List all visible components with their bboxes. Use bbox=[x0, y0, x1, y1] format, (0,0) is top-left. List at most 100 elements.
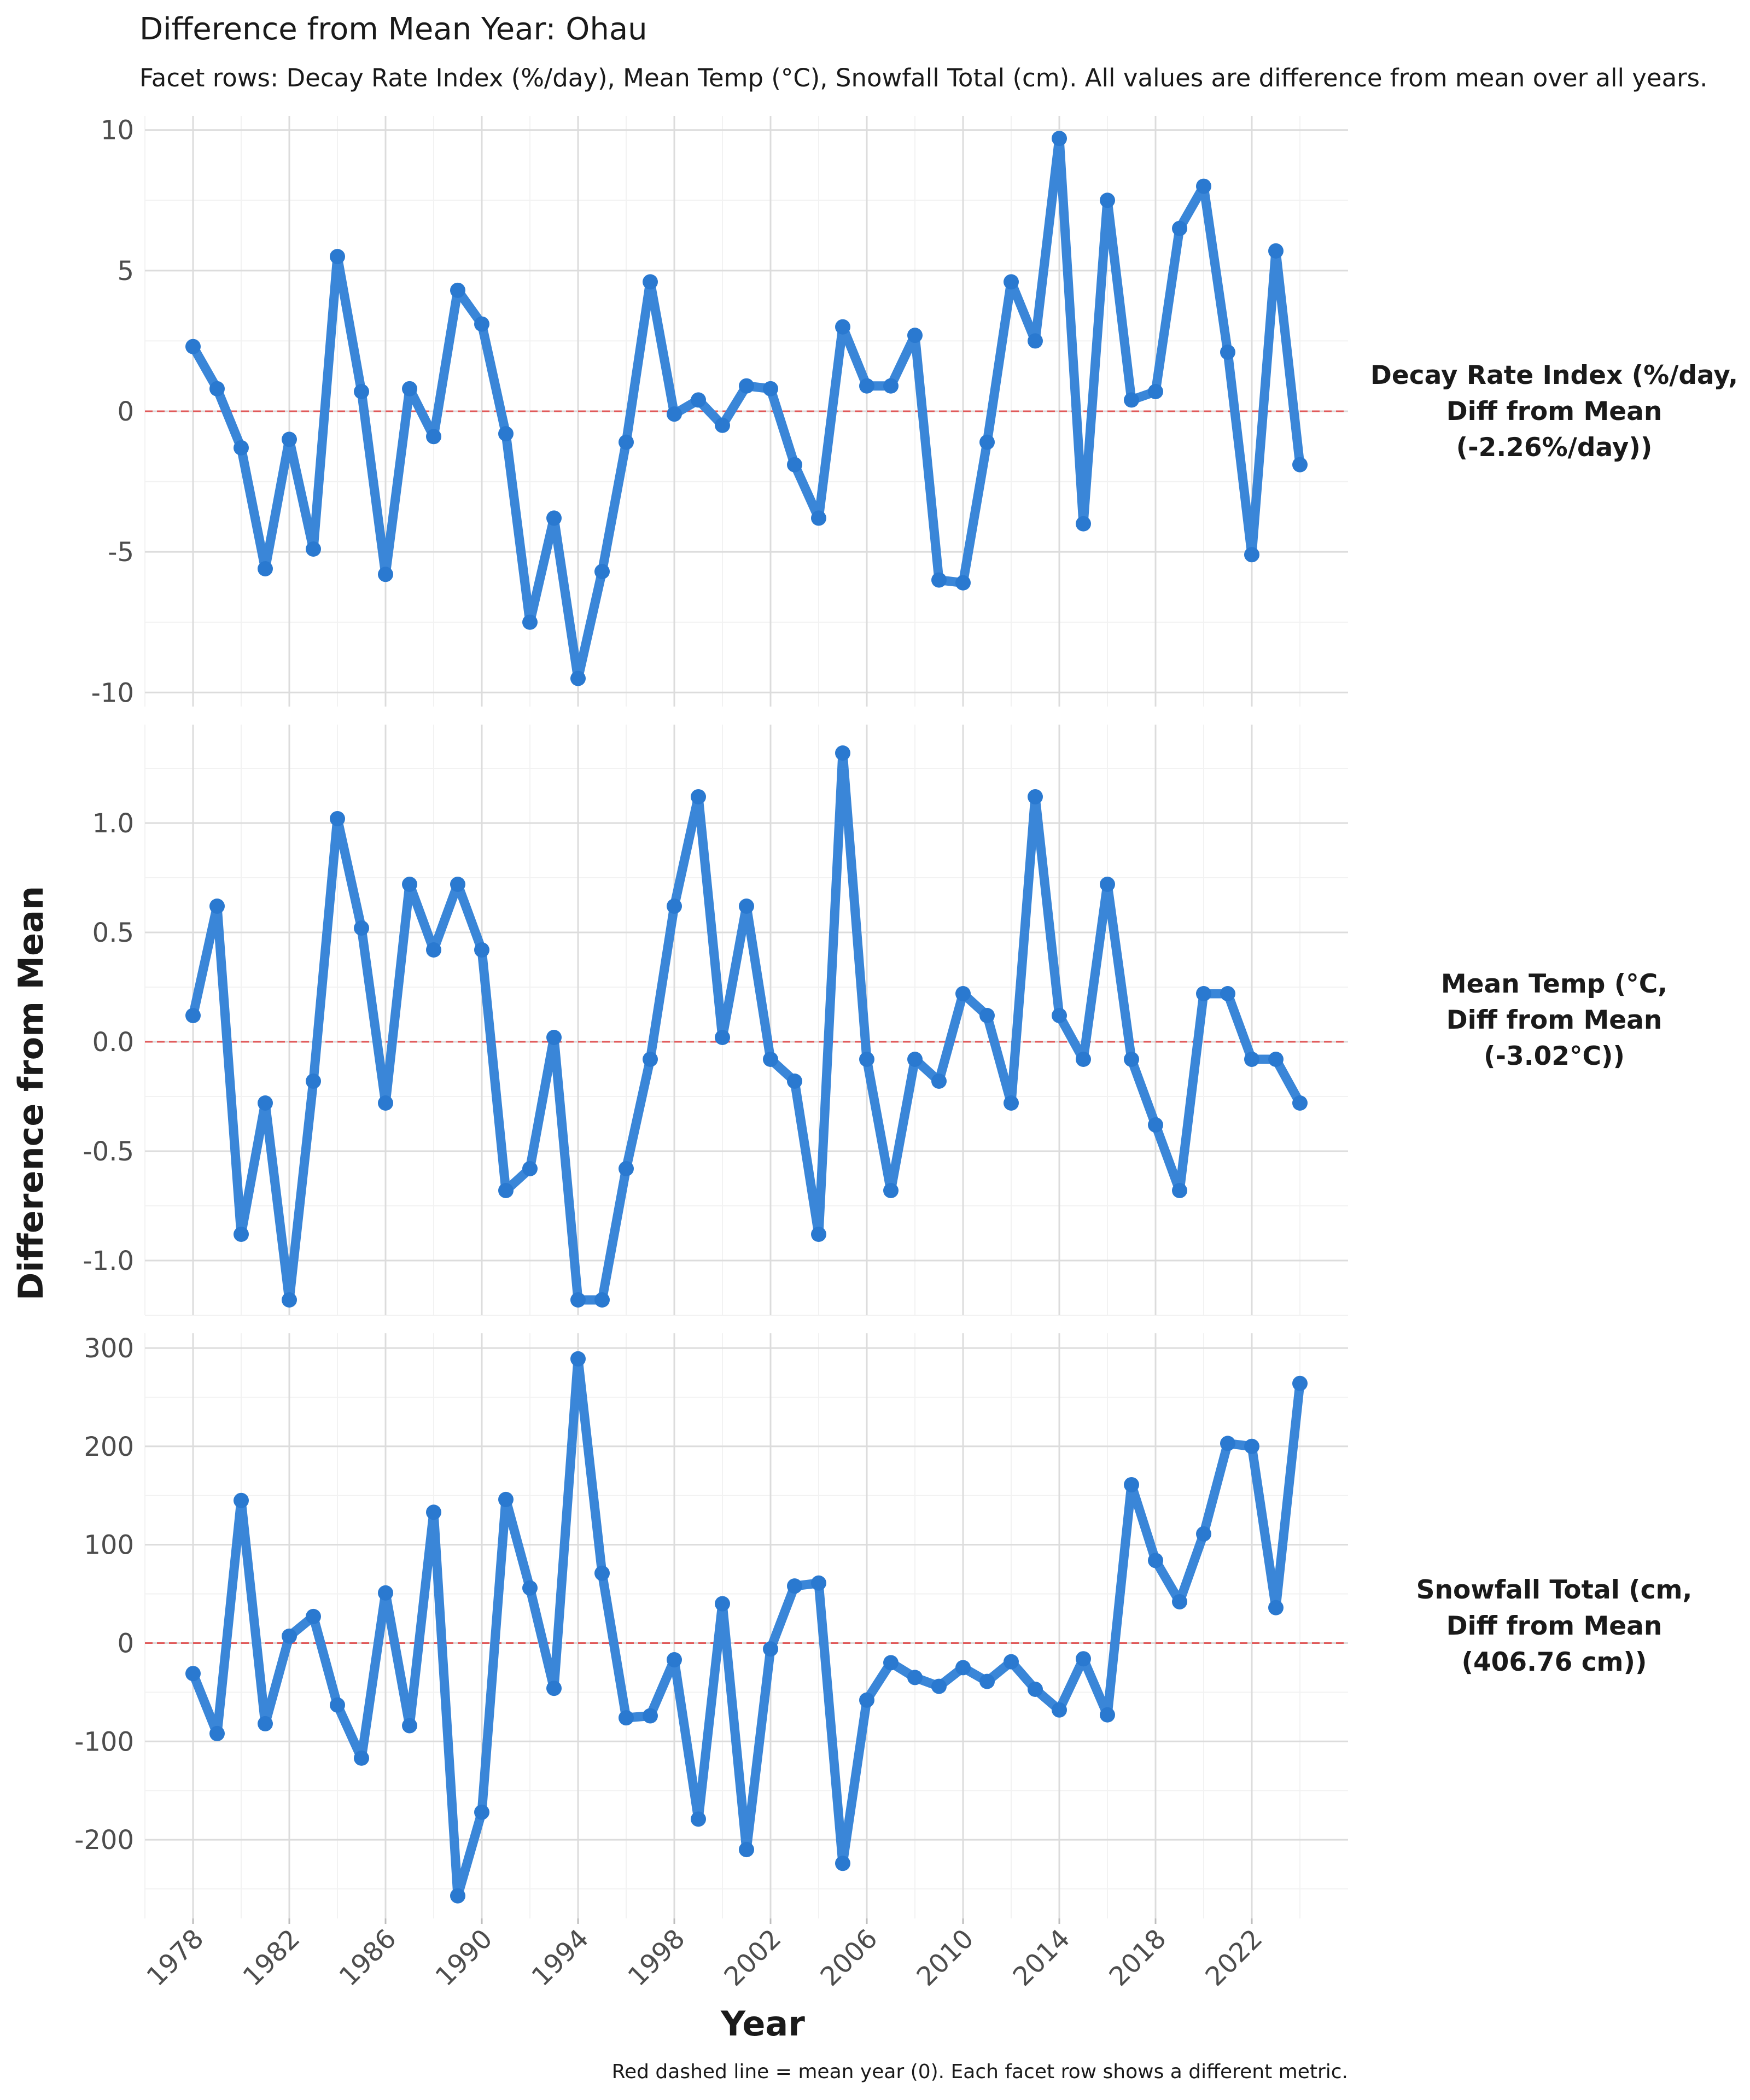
data-point bbox=[570, 670, 586, 686]
data-point bbox=[234, 440, 249, 456]
data-point bbox=[474, 942, 489, 958]
data-point bbox=[1268, 1600, 1284, 1615]
data-point bbox=[1100, 1707, 1115, 1723]
data-point bbox=[426, 429, 441, 445]
data-point bbox=[787, 457, 802, 472]
y-tick-label: 200 bbox=[84, 1432, 134, 1462]
data-point bbox=[1172, 1183, 1187, 1198]
y-tick-label: 5 bbox=[117, 256, 134, 287]
data-point bbox=[643, 1708, 658, 1724]
series-line bbox=[188, 133, 1305, 684]
data-point bbox=[739, 1842, 754, 1858]
x-tick-label: 2010 bbox=[911, 1923, 980, 1992]
data-point bbox=[185, 1008, 201, 1023]
data-point bbox=[1100, 877, 1115, 892]
data-point bbox=[1052, 1702, 1067, 1718]
x-tick-label: 1982 bbox=[237, 1923, 306, 1992]
data-point bbox=[498, 426, 514, 442]
data-point bbox=[715, 1030, 730, 1045]
data-point bbox=[811, 1227, 826, 1242]
x-tick-label: 1994 bbox=[526, 1923, 595, 1992]
data-point bbox=[354, 920, 369, 936]
data-point bbox=[570, 1292, 586, 1308]
data-point bbox=[1148, 384, 1163, 399]
data-point bbox=[763, 381, 778, 396]
data-point bbox=[258, 561, 273, 576]
chart-title: Difference from Mean Year: Ohau bbox=[139, 11, 648, 47]
data-point bbox=[282, 431, 297, 447]
data-point bbox=[931, 1678, 947, 1694]
data-point bbox=[1268, 1052, 1284, 1067]
data-point bbox=[330, 1697, 345, 1713]
data-point bbox=[185, 339, 201, 354]
data-point bbox=[378, 567, 393, 582]
data-point bbox=[691, 789, 706, 804]
data-point bbox=[955, 575, 971, 591]
data-point bbox=[787, 1074, 802, 1089]
data-point bbox=[955, 986, 971, 1001]
data-point bbox=[1172, 1594, 1187, 1609]
data-point bbox=[715, 1596, 730, 1612]
data-point bbox=[979, 434, 995, 450]
facet-strip-label: (-3.02°C)) bbox=[1484, 1041, 1625, 1071]
data-point bbox=[1148, 1117, 1163, 1133]
facet-strip-label: Diff from Mean bbox=[1446, 1611, 1662, 1641]
data-point bbox=[787, 1578, 802, 1594]
data-point bbox=[835, 745, 850, 761]
data-point bbox=[643, 1052, 658, 1067]
data-point bbox=[907, 1052, 923, 1067]
data-point bbox=[883, 378, 899, 394]
data-point bbox=[354, 384, 369, 399]
data-point bbox=[739, 378, 754, 394]
data-point bbox=[859, 378, 874, 394]
data-point bbox=[378, 1585, 393, 1601]
data-point bbox=[330, 249, 345, 265]
data-point bbox=[835, 319, 850, 335]
facet-panel: 300 200 100 0 -100 -200 Snowfall Total (cm, Dif… bbox=[74, 1333, 1692, 1918]
data-point bbox=[234, 1227, 249, 1242]
data-point bbox=[1028, 333, 1043, 349]
x-tick-label: 1998 bbox=[622, 1923, 691, 1992]
data-point bbox=[1292, 1095, 1308, 1111]
data-point bbox=[1004, 1095, 1019, 1111]
y-tick-label: -10 bbox=[91, 678, 134, 708]
data-point bbox=[282, 1292, 297, 1308]
facet-strip-label: Diff from Mean bbox=[1446, 396, 1662, 427]
y-tick-label: 300 bbox=[84, 1333, 134, 1364]
data-point bbox=[234, 1492, 249, 1508]
y-axis-title: Difference from Mean bbox=[11, 886, 51, 1300]
y-tick-label: 0 bbox=[117, 396, 134, 427]
data-point bbox=[763, 1052, 778, 1067]
data-point bbox=[907, 1670, 923, 1685]
x-axis-title: Year bbox=[720, 2004, 805, 2044]
data-point bbox=[1028, 789, 1043, 804]
facet-panel: 1.0 0.5 0.0 -0.5 -1.0 Mean Temp (°C, Diff from… bbox=[83, 725, 1667, 1316]
data-point bbox=[763, 1641, 778, 1657]
data-point bbox=[1172, 220, 1187, 236]
data-point bbox=[402, 1718, 417, 1734]
data-point bbox=[282, 1628, 297, 1644]
y-tick-label: 1.0 bbox=[92, 808, 134, 839]
facet-strip-label: (406.76 cm)) bbox=[1461, 1647, 1647, 1677]
data-point bbox=[1076, 1651, 1091, 1667]
data-point bbox=[883, 1183, 899, 1198]
facet-panels: 10 5 0 -5 -10 Decay Rate Index (%/day, Diff fr… bbox=[74, 115, 1738, 1918]
x-tick-label: 1990 bbox=[430, 1923, 499, 1992]
data-point bbox=[1124, 392, 1139, 408]
data-point bbox=[522, 614, 538, 630]
x-axis: 1978 1982 1986 1990 1994 1998 2002 2006 2010 2014… bbox=[141, 1918, 1268, 1992]
data-point bbox=[354, 1750, 369, 1766]
data-point bbox=[306, 1608, 321, 1624]
data-point bbox=[594, 1292, 610, 1308]
data-point bbox=[209, 899, 225, 914]
data-point bbox=[498, 1491, 514, 1507]
data-point bbox=[546, 510, 562, 526]
data-point bbox=[426, 942, 441, 958]
data-point bbox=[619, 1161, 634, 1176]
data-point bbox=[1220, 986, 1235, 1001]
data-point bbox=[522, 1161, 538, 1176]
y-tick-label: 10 bbox=[101, 115, 134, 146]
data-point bbox=[378, 1095, 393, 1111]
data-point bbox=[907, 328, 923, 343]
